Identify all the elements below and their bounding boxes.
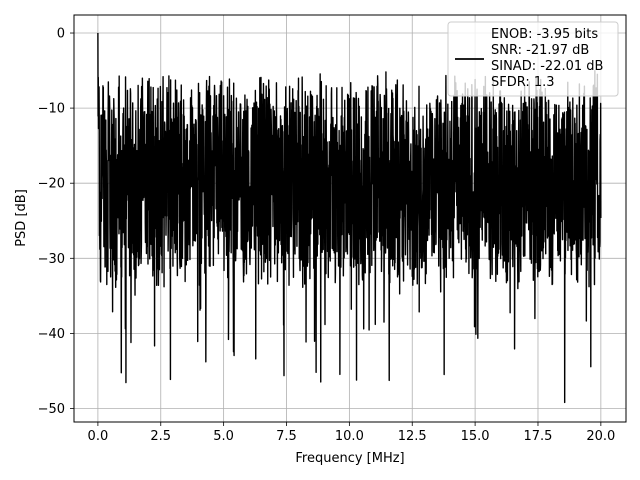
x-tick-label: 20.0 [586, 429, 615, 444]
psd-series-line [97, 33, 602, 404]
x-tick-label: 0.0 [88, 429, 109, 444]
x-tick-label: 17.5 [524, 429, 553, 444]
ticks: 0.0 2.5 5.0 7.5 10.0 12.5 15.0 17.5 20.0 0 −10 −20 −… [38, 27, 616, 444]
legend: ENOB: -3.95 bits SNR: -21.97 dB SINAD: -… [447, 21, 619, 97]
x-tick-label: 15.0 [461, 429, 490, 444]
x-tick-label: 12.5 [398, 429, 427, 444]
legend-sfdr: SFDR: 1.3 [491, 75, 555, 90]
y-tick-label: 0 [57, 27, 65, 42]
y-axis-label: PSD [dB] [14, 189, 29, 247]
x-tick-label: 2.5 [150, 429, 171, 444]
y-tick-label: −30 [38, 252, 65, 267]
y-tick-label: −20 [38, 177, 65, 192]
x-tick-label: 10.0 [335, 429, 364, 444]
legend-enob: ENOB: -3.95 bits [491, 27, 598, 42]
y-tick-label: −10 [38, 102, 65, 117]
axes-frame [73, 14, 627, 423]
x-tick-label: 5.0 [213, 429, 234, 444]
legend-sinad: SINAD: -22.01 dB [491, 59, 603, 74]
plot-area [97, 33, 602, 404]
x-axis-label: Frequency [MHz] [295, 451, 404, 466]
legend-box [447, 21, 619, 97]
x-tick-label: 7.5 [276, 429, 297, 444]
y-tick-label: −40 [38, 327, 65, 342]
y-tick-label: −50 [38, 402, 65, 417]
legend-snr: SNR: -21.97 dB [491, 43, 589, 58]
